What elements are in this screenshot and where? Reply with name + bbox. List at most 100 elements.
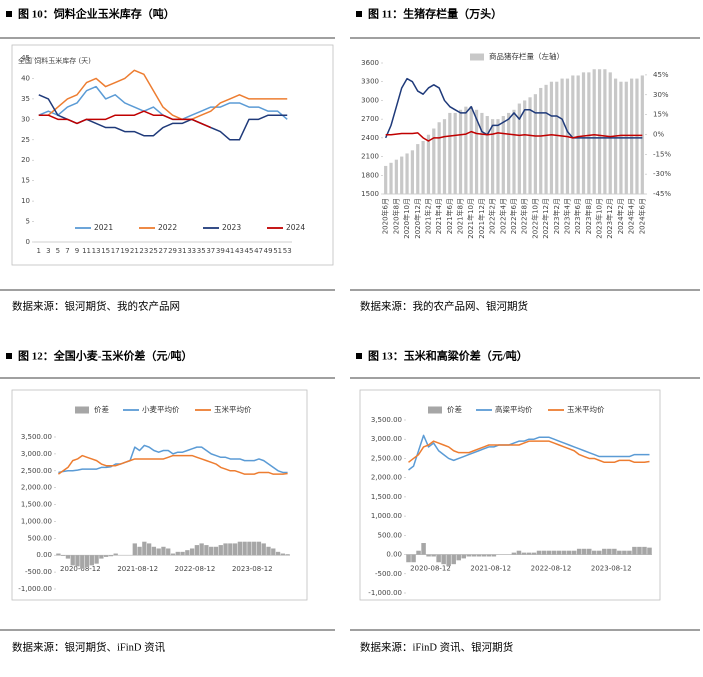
bar <box>571 550 577 555</box>
bar <box>608 72 612 194</box>
bar <box>456 554 461 561</box>
chart-frame <box>11 389 308 601</box>
y-tick-label: 500.00 <box>28 534 53 542</box>
series-line <box>38 110 212 129</box>
x-tick-label: 2024年6月 <box>637 198 646 234</box>
bullet <box>6 353 12 359</box>
bar <box>185 550 190 556</box>
bar <box>541 550 547 555</box>
bar <box>461 554 466 559</box>
y-tick-label: 45 <box>21 54 30 62</box>
bar <box>199 543 204 556</box>
y2-tick-label: 30% <box>653 91 669 99</box>
y-tick-label: 1,000.00 <box>21 517 52 525</box>
bar <box>194 545 200 556</box>
bar <box>607 548 612 555</box>
legend-label: 小麦平均价 <box>142 404 180 414</box>
bar <box>566 550 572 555</box>
x-tick-label: 2021年10月 <box>466 198 475 239</box>
bar <box>218 545 223 556</box>
x-tick-label: 37 <box>206 247 215 255</box>
bar <box>75 555 80 567</box>
y-tick-label: 10 <box>21 197 30 205</box>
x-tick-label: 25 <box>149 247 158 255</box>
bar <box>166 548 171 556</box>
legend-label: 2023 <box>222 223 241 232</box>
x-tick-label: 2021年6月 <box>445 198 454 234</box>
bar <box>647 547 652 555</box>
x-tick-label: 2021年2月 <box>423 198 432 234</box>
x-tick-label: 2023年8月 <box>584 198 593 234</box>
y-tick-label: 40 <box>21 74 30 82</box>
bar <box>637 546 642 555</box>
source-note: 数据来源：iFinD 资讯、银河期货 <box>360 640 513 653</box>
chart-frame <box>359 389 661 601</box>
chart-frame <box>11 44 334 266</box>
bar <box>280 553 285 556</box>
bar <box>80 555 85 569</box>
bar <box>476 554 482 557</box>
bar <box>204 545 209 556</box>
x-tick-label: 2022年8月 <box>520 198 529 234</box>
x-tick-label: 5 <box>56 247 60 255</box>
bar <box>437 122 441 194</box>
y-tick-label: -500.00 <box>25 568 52 576</box>
x-tick-label: 45 <box>245 247 254 255</box>
bar <box>546 550 552 555</box>
bar <box>156 548 161 556</box>
y-tick-label: 2400 <box>361 134 379 142</box>
series-line <box>384 77 643 139</box>
bar <box>526 552 532 555</box>
y-tick-label: 1,500.00 <box>21 501 52 509</box>
x-tick-label: 29 <box>168 247 177 255</box>
y-tick-label: -1,000.00 <box>18 585 52 593</box>
bar <box>528 97 532 194</box>
bar <box>142 541 147 556</box>
legend-label: 价差 <box>447 404 462 414</box>
bar <box>512 109 516 194</box>
series-line <box>57 454 288 475</box>
bar <box>612 548 617 555</box>
x-tick-label: 2023年2月 <box>552 198 561 234</box>
y-tick-label: 2,000.00 <box>371 474 402 482</box>
y-tick-label: 20 <box>21 156 30 164</box>
legend-label: 2022 <box>158 223 177 232</box>
bar <box>471 554 477 557</box>
series-line <box>408 434 650 471</box>
x-tick-label: 41 <box>225 247 234 255</box>
bar <box>89 555 94 566</box>
bullet <box>6 11 12 17</box>
x-tick-label: 49 <box>264 247 273 255</box>
bar <box>501 116 505 194</box>
bar <box>531 552 537 555</box>
bar <box>555 81 559 194</box>
x-tick-label: 21 <box>130 247 139 255</box>
y2-tick-label: 45% <box>653 71 669 79</box>
bar <box>103 555 109 557</box>
bar <box>581 548 587 555</box>
bar <box>544 84 548 194</box>
y-tick-label: -1,000.00 <box>368 589 402 597</box>
x-tick-label: 2021-08-12 <box>117 565 158 573</box>
bar <box>247 541 252 556</box>
legend-label: 商品猪存栏量（左轴） <box>489 51 564 61</box>
bar <box>617 550 622 555</box>
bar <box>496 119 500 194</box>
figure-caption: 图 11：生猪存栏量（万头） <box>368 7 502 21</box>
y-tick-label: -500.00 <box>375 570 402 578</box>
legend-label: 高粱平均价 <box>495 404 533 414</box>
bar <box>592 550 597 555</box>
bar <box>474 109 479 194</box>
bullet <box>356 353 362 359</box>
bar <box>491 119 495 194</box>
bar <box>237 541 243 556</box>
bar <box>84 555 90 568</box>
figure-caption: 图 10：饲料企业玉米库存（吨） <box>18 7 175 21</box>
y-tick-label: 2,500.00 <box>21 467 52 475</box>
bar <box>271 548 276 556</box>
y-tick-label: 3000 <box>361 96 379 104</box>
legend-label: 价差 <box>94 404 109 414</box>
y2-tick-label: -30% <box>653 170 671 178</box>
bar <box>56 553 61 556</box>
y-tick-label: 25 <box>21 136 30 144</box>
